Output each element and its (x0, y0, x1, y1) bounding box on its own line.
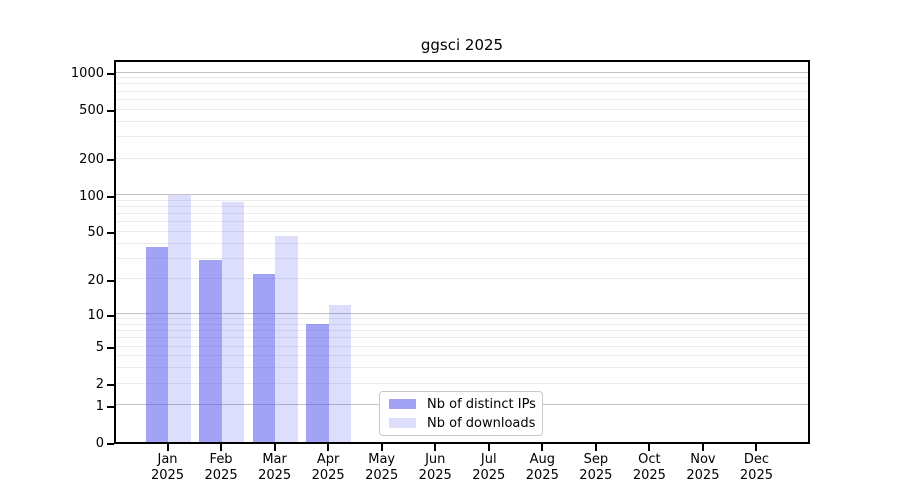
minor-gridline (116, 77, 808, 79)
legend-swatch-downloads (389, 418, 416, 428)
minor-gridline (116, 318, 808, 320)
minor-gridline (116, 199, 808, 201)
major-gridline (116, 313, 808, 315)
minor-gridline (116, 83, 808, 85)
bar-jan-downloads (168, 194, 191, 442)
x-tick (166, 444, 169, 451)
minor-gridline (116, 242, 808, 244)
gridlines-layer (116, 62, 808, 442)
legend-swatch-distinct-ips (389, 399, 416, 409)
x-tick-label-feb: Feb 2025 (204, 452, 238, 483)
minor-gridline (116, 221, 808, 223)
y-tick-label: 200 (79, 152, 104, 167)
legend-item-downloads: Nb of downloads (389, 415, 536, 431)
y-tick-label: 500 (79, 103, 104, 119)
major-gridline (116, 71, 808, 73)
x-tick (755, 444, 758, 451)
x-tick (380, 444, 383, 451)
x-tick-label-jun: Jun 2025 (418, 452, 452, 483)
x-tick (594, 444, 597, 451)
bars-layer (116, 62, 808, 442)
minor-gridline (116, 257, 808, 259)
minor-gridline (116, 213, 808, 215)
y-tick-label: 10 (87, 307, 104, 323)
minor-gridline (116, 323, 808, 325)
x-tick (648, 444, 651, 451)
minor-gridline (116, 278, 808, 280)
y-tick (107, 73, 114, 76)
x-tick-label-apr: Apr 2025 (311, 452, 345, 483)
bar-feb-downloads (221, 201, 245, 442)
legend-label-distinct-ips: Nb of distinct IPs (427, 396, 536, 412)
x-tick-label-dec: Dec 2025 (739, 452, 773, 483)
bar-jan-distinct-ips (145, 247, 169, 442)
x-tick-label-nov: Nov 2025 (686, 452, 720, 483)
y-tick-label: 50 (87, 225, 104, 241)
legend-label-downloads: Nb of downloads (427, 415, 536, 431)
x-tick (327, 444, 330, 451)
y-tick-label: 0 (95, 436, 104, 451)
minor-gridline (116, 382, 808, 384)
minor-gridline (116, 206, 808, 208)
minor-gridline (116, 355, 808, 357)
plot-area (114, 60, 810, 444)
minor-gridline (116, 135, 808, 137)
y-tick-label: 5 (95, 340, 104, 356)
bar-apr-distinct-ips (306, 324, 329, 442)
x-tick (487, 444, 490, 451)
x-tick (273, 444, 276, 451)
y-tick-label: 20 (87, 272, 104, 288)
y-tick (107, 384, 114, 387)
x-tick-label-mar: Mar 2025 (258, 452, 292, 483)
x-tick-label-jan: Jan 2025 (150, 452, 185, 483)
x-tick (701, 444, 704, 451)
legend: Nb of distinct IPs Nb of downloads (379, 391, 543, 436)
y-tick-label: 1000 (70, 66, 104, 82)
minor-gridline (116, 120, 808, 122)
x-tick-label-jul: Jul 2025 (472, 452, 506, 483)
bar-feb-distinct-ips (199, 259, 222, 442)
x-tick-label-aug: Aug 2025 (525, 452, 559, 483)
minor-gridline (116, 345, 808, 347)
x-tick-label-sep: Sep 2025 (579, 452, 613, 483)
y-tick (107, 314, 114, 317)
x-tick-label-oct: Oct 2025 (632, 452, 666, 483)
bar-mar-distinct-ips (252, 274, 276, 442)
chart-title: ggsci 2025 (420, 36, 504, 54)
y-tick-label: 100 (79, 188, 104, 204)
y-tick (107, 159, 114, 161)
bar-mar-downloads (275, 235, 298, 442)
x-tick (220, 444, 223, 451)
y-tick (107, 443, 114, 445)
legend-item-distinct-ips: Nb of distinct IPs (389, 396, 536, 412)
minor-gridline (116, 157, 808, 159)
minor-gridline (116, 337, 808, 339)
minor-gridline (116, 367, 808, 369)
minor-gridline (116, 90, 808, 92)
y-tick-label: 2 (95, 377, 104, 393)
y-tick (107, 195, 114, 198)
y-tick (107, 347, 114, 350)
y-tick (107, 110, 114, 113)
minor-gridline (116, 108, 808, 110)
minor-gridline (116, 330, 808, 332)
x-tick (541, 444, 544, 451)
y-tick (107, 405, 114, 408)
y-tick (107, 279, 114, 282)
bar-apr-downloads (328, 304, 352, 442)
x-tick-label-may: May 2025 (365, 452, 399, 483)
y-tick-label: 1 (95, 398, 104, 414)
x-tick (434, 444, 437, 451)
minor-gridline (116, 230, 808, 232)
major-gridline (116, 194, 808, 196)
y-tick (107, 232, 114, 235)
minor-gridline (116, 98, 808, 100)
